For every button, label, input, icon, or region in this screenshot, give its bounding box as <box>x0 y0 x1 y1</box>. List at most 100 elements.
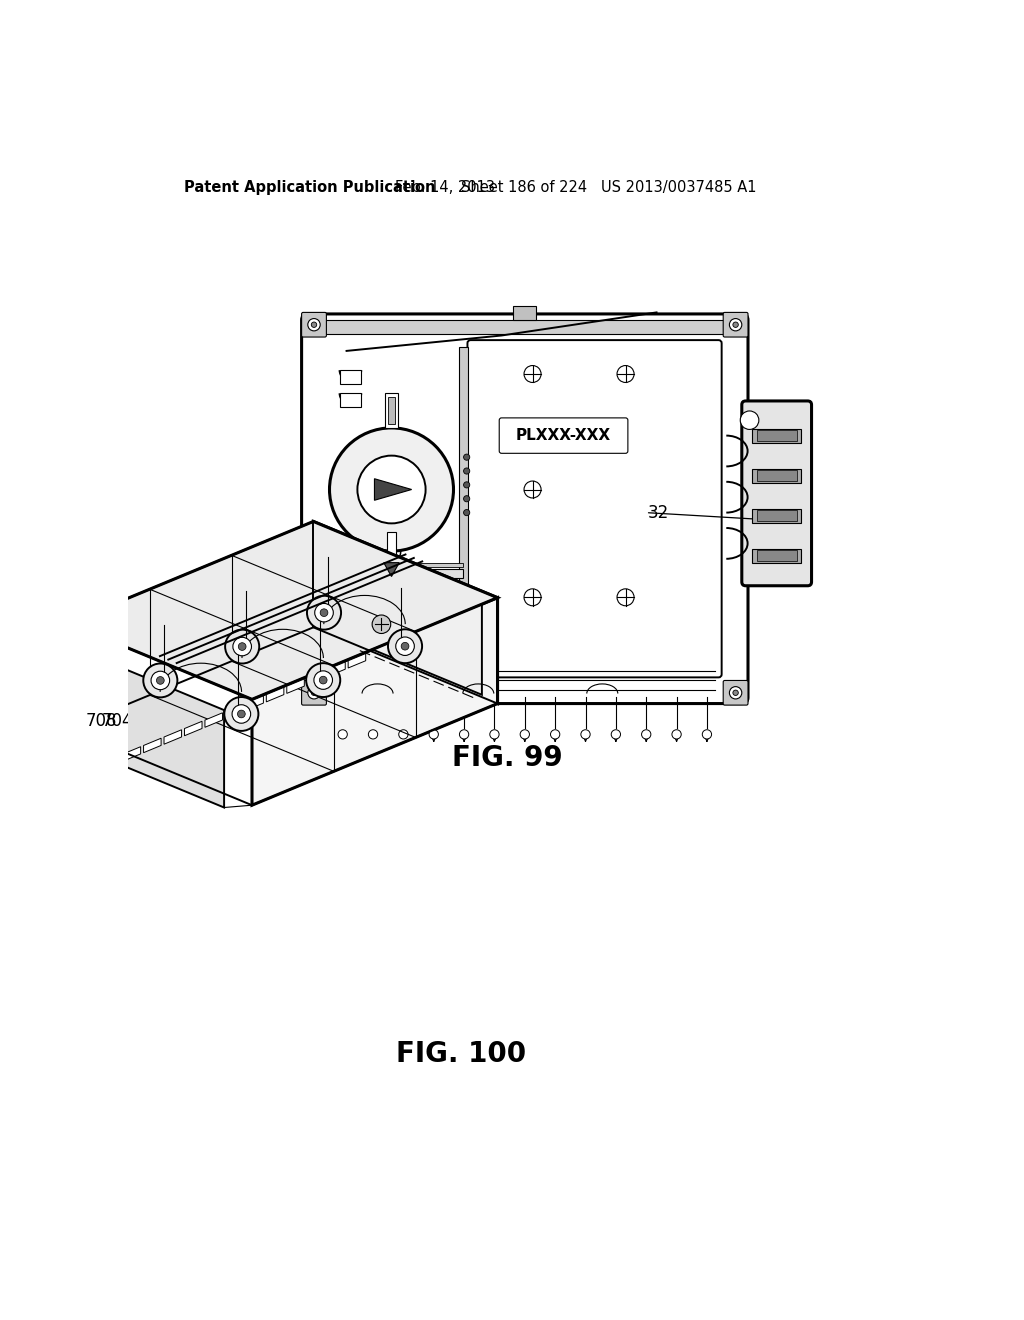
Circle shape <box>581 730 590 739</box>
Circle shape <box>729 318 741 331</box>
Polygon shape <box>328 663 345 676</box>
Bar <box>385 393 397 428</box>
Circle shape <box>429 730 438 739</box>
Polygon shape <box>375 479 412 500</box>
Circle shape <box>232 705 251 723</box>
Polygon shape <box>335 541 482 694</box>
Polygon shape <box>123 747 140 762</box>
FancyBboxPatch shape <box>302 681 327 705</box>
Circle shape <box>357 455 426 523</box>
FancyBboxPatch shape <box>723 313 748 337</box>
Circle shape <box>225 630 259 664</box>
Text: 706: 706 <box>350 577 382 595</box>
FancyBboxPatch shape <box>500 418 628 453</box>
Circle shape <box>464 454 470 461</box>
Polygon shape <box>266 688 284 702</box>
Circle shape <box>143 664 177 697</box>
Circle shape <box>308 318 321 331</box>
Circle shape <box>232 638 252 656</box>
Circle shape <box>308 686 321 700</box>
Circle shape <box>224 697 258 731</box>
Text: 704: 704 <box>101 713 133 730</box>
Circle shape <box>398 730 408 739</box>
Polygon shape <box>313 521 498 704</box>
Circle shape <box>464 469 470 474</box>
Circle shape <box>524 480 541 498</box>
FancyBboxPatch shape <box>723 681 748 705</box>
Polygon shape <box>143 738 161 752</box>
Bar <box>757 550 797 561</box>
Circle shape <box>611 730 621 739</box>
Circle shape <box>702 730 712 739</box>
Circle shape <box>314 671 333 689</box>
Circle shape <box>464 510 470 516</box>
Bar <box>340 393 361 407</box>
Text: Feb. 14, 2013: Feb. 14, 2013 <box>395 180 496 195</box>
Circle shape <box>729 686 741 700</box>
Polygon shape <box>184 721 202 735</box>
Polygon shape <box>348 653 366 668</box>
Circle shape <box>489 730 499 739</box>
Text: 708: 708 <box>86 713 118 730</box>
Text: 600: 600 <box>432 598 464 616</box>
Bar <box>513 306 537 321</box>
Circle shape <box>311 690 316 696</box>
Polygon shape <box>287 678 304 693</box>
Circle shape <box>672 730 681 739</box>
Bar <box>340 370 361 384</box>
Circle shape <box>395 638 415 656</box>
Circle shape <box>369 730 378 739</box>
Text: 502: 502 <box>445 609 477 627</box>
Circle shape <box>642 730 651 739</box>
FancyBboxPatch shape <box>741 401 812 586</box>
FancyBboxPatch shape <box>467 341 722 677</box>
Circle shape <box>319 676 327 684</box>
Bar <box>324 321 726 334</box>
Circle shape <box>321 609 328 616</box>
Text: 32: 32 <box>647 504 669 521</box>
Circle shape <box>314 603 334 622</box>
Bar <box>752 549 802 562</box>
Bar <box>752 469 802 483</box>
Circle shape <box>464 495 470 502</box>
Text: FIG. 100: FIG. 100 <box>396 1040 526 1068</box>
Circle shape <box>733 322 738 327</box>
Circle shape <box>306 663 340 697</box>
Circle shape <box>365 607 398 642</box>
Bar <box>757 430 797 441</box>
Circle shape <box>617 366 634 383</box>
Circle shape <box>372 615 391 634</box>
Text: Sheet 186 of 224   US 2013/0037485 A1: Sheet 186 of 224 US 2013/0037485 A1 <box>461 180 757 195</box>
Bar <box>752 508 802 523</box>
Bar <box>757 470 797 480</box>
Circle shape <box>311 322 316 327</box>
Text: 504: 504 <box>334 631 365 649</box>
Circle shape <box>617 589 634 606</box>
FancyBboxPatch shape <box>302 313 327 337</box>
Circle shape <box>338 730 347 739</box>
Circle shape <box>239 643 246 651</box>
Bar <box>387 532 396 562</box>
Circle shape <box>740 411 759 429</box>
Circle shape <box>307 595 341 630</box>
Text: PLXXX-XXX: PLXXX-XXX <box>516 428 611 444</box>
Polygon shape <box>246 696 263 710</box>
Text: 33: 33 <box>260 611 282 630</box>
Polygon shape <box>68 521 498 700</box>
Circle shape <box>733 690 738 696</box>
Circle shape <box>401 643 409 649</box>
Circle shape <box>464 482 470 488</box>
Bar <box>752 429 802 442</box>
Circle shape <box>460 730 469 739</box>
Text: Patent Application Publication: Patent Application Publication <box>183 180 435 195</box>
Bar <box>459 347 468 671</box>
Polygon shape <box>307 671 325 685</box>
Circle shape <box>151 671 170 689</box>
Circle shape <box>551 730 560 739</box>
Text: 500: 500 <box>440 593 472 611</box>
Circle shape <box>330 428 454 552</box>
Circle shape <box>157 677 164 684</box>
Circle shape <box>520 730 529 739</box>
Circle shape <box>524 366 541 383</box>
Polygon shape <box>225 705 243 719</box>
